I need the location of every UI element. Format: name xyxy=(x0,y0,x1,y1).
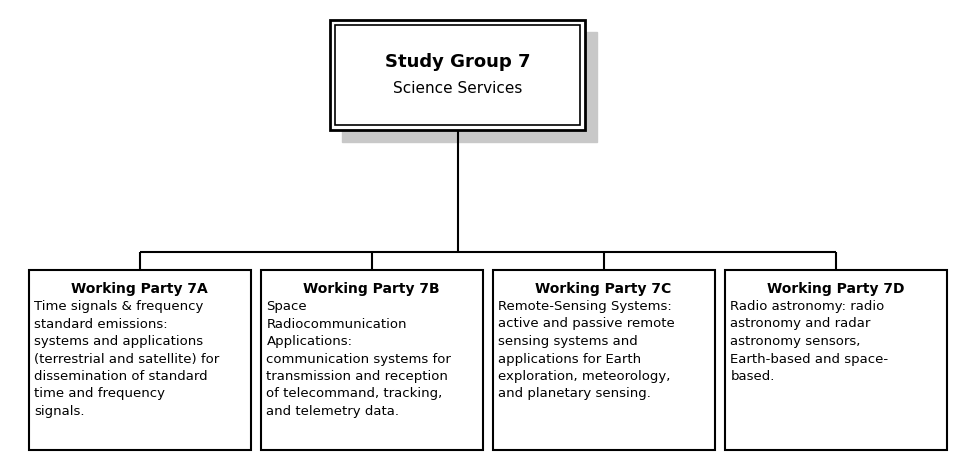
Bar xyxy=(342,32,597,142)
Bar xyxy=(28,270,251,450)
Text: Working Party 7C: Working Party 7C xyxy=(535,282,672,296)
Bar xyxy=(335,25,580,125)
Text: Radio astronomy: radio
astronomy and radar
astronomy sensors,
Earth-based and sp: Radio astronomy: radio astronomy and rad… xyxy=(730,300,888,383)
Text: Working Party 7A: Working Party 7A xyxy=(71,282,208,296)
Text: Study Group 7: Study Group 7 xyxy=(385,53,530,71)
Text: Working Party 7B: Working Party 7B xyxy=(303,282,440,296)
Bar xyxy=(260,270,483,450)
Text: Science Services: Science Services xyxy=(393,81,523,96)
Text: Time signals & frequency
standard emissions:
systems and applications
(terrestri: Time signals & frequency standard emissi… xyxy=(34,300,219,418)
Bar xyxy=(724,270,947,450)
Text: Working Party 7D: Working Party 7D xyxy=(766,282,904,296)
Bar xyxy=(492,270,715,450)
Text: Space
Radiocommunication
Applications:
communication systems for
transmission an: Space Radiocommunication Applications: c… xyxy=(266,300,451,418)
Bar xyxy=(330,20,585,130)
Text: Remote-Sensing Systems:
active and passive remote
sensing systems and
applicatio: Remote-Sensing Systems: active and passi… xyxy=(498,300,676,400)
